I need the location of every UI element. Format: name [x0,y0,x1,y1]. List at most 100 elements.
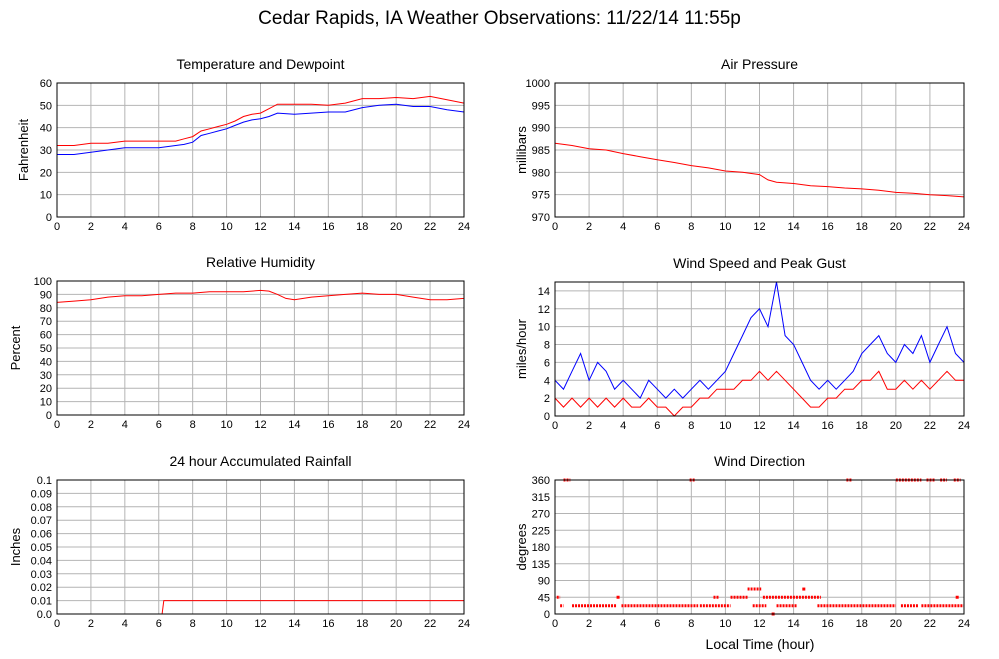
y-tick-label: 985 [532,145,550,157]
x-tick-label: 6 [654,420,660,432]
y-tick-label: 0.0 [37,609,52,621]
direction-point [616,595,620,599]
x-tick-label: 18 [356,419,368,431]
x-tick-label: 24 [958,618,970,630]
y-tick-label: 60 [40,78,52,90]
x-tick-label: 4 [620,420,626,432]
x-tick-label: 20 [390,221,402,233]
x-tick-label: 22 [924,420,936,432]
y-tick-label: 60 [40,330,52,342]
x-tick-label: 6 [156,419,162,431]
x-tick-label: 10 [719,420,731,432]
x-tick-label: 8 [190,419,196,431]
y-tick-label: 8 [544,340,550,352]
x-tick-label: 20 [390,618,402,630]
x-tick-label: 0 [552,221,558,233]
series-line-0 [57,95,465,146]
direction-point [955,595,959,599]
x-tick-label: 22 [924,618,936,630]
x-tick-label: 4 [122,221,128,233]
y-tick-label: 0.09 [31,488,52,500]
x-tick-label: 20 [890,618,902,630]
y-tick-label: 135 [532,559,550,571]
x-tick-label: 6 [156,618,162,630]
x-tick-label: 18 [356,618,368,630]
x-tick-label: 6 [654,618,660,630]
x-tick-label: 16 [322,618,334,630]
chart-title: Relative Humidity [206,254,315,270]
x-tick-label: 8 [190,221,196,233]
direction-point [802,587,806,591]
y-tick-label: 315 [532,492,550,504]
series-line-0 [56,289,465,303]
chart-title: Wind Speed and Peak Gust [673,255,846,271]
y-tick-label: 0.04 [31,555,52,567]
x-tick-label: 8 [688,221,694,233]
x-tick-label: 14 [787,420,799,432]
x-tick-label: 6 [654,221,660,233]
series-line-1 [57,103,465,155]
y-tick-label: 50 [40,100,52,112]
x-tick-label: 14 [288,419,300,431]
series-line-0 [554,281,965,399]
y-tick-label: 100 [34,276,52,288]
y-tick-label: 270 [532,509,550,521]
y-tick-label: 90 [538,576,550,588]
x-tick-label: 20 [890,221,902,233]
y-tick-label: 12 [538,304,550,316]
x-tick-label: 4 [620,618,626,630]
x-tick-label: 0 [552,420,558,432]
x-tick-label: 12 [753,618,765,630]
chart-title: Temperature and Dewpoint [176,56,344,72]
x-tick-label: 20 [890,420,902,432]
x-tick-label: 2 [88,221,94,233]
x-tick-label: 24 [458,618,470,630]
plot-frame [554,281,965,417]
x-tick-label: 22 [424,618,436,630]
chart-title: Wind Direction [714,453,805,469]
x-tick-label: 2 [88,419,94,431]
y-tick-label: 0.05 [31,542,52,554]
plot-frame [554,479,965,615]
x-tick-label: 10 [220,221,232,233]
y-tick-label: 975 [532,190,550,202]
y-tick-label: 0.07 [31,515,52,527]
y-axis-label: Fahrenheit [16,119,31,182]
y-tick-label: 180 [532,542,550,554]
x-tick-label: 18 [356,221,368,233]
x-tick-label: 16 [322,419,334,431]
y-tick-label: 0 [46,410,52,422]
y-axis-label: Inches [8,527,23,566]
x-tick-label: 12 [254,618,266,630]
x-tick-label: 2 [586,420,592,432]
x-tick-label: 6 [156,221,162,233]
x-tick-label: 8 [688,618,694,630]
y-tick-label: 30 [40,145,52,157]
x-tick-label: 10 [220,419,232,431]
x-tick-label: 14 [288,221,300,233]
y-tick-label: 1000 [526,78,550,90]
y-tick-label: 10 [40,190,52,202]
series-line-1 [554,370,964,417]
y-tick-label: 0 [544,411,550,423]
y-tick-label: 6 [544,357,550,369]
y-tick-label: 20 [40,383,52,395]
y-tick-label: 4 [544,375,550,387]
x-tick-label: 8 [190,618,196,630]
y-tick-label: 990 [532,123,550,135]
x-tick-label: 24 [458,419,470,431]
x-tick-label: 10 [220,618,232,630]
y-tick-label: 40 [40,356,52,368]
y-tick-label: 80 [40,303,52,315]
x-tick-label: 24 [458,221,470,233]
x-tick-label: 14 [787,618,799,630]
y-axis-label: millibars [514,126,529,174]
x-tick-label: 14 [787,221,799,233]
y-tick-label: 30 [40,370,52,382]
series-line-0 [554,142,965,198]
